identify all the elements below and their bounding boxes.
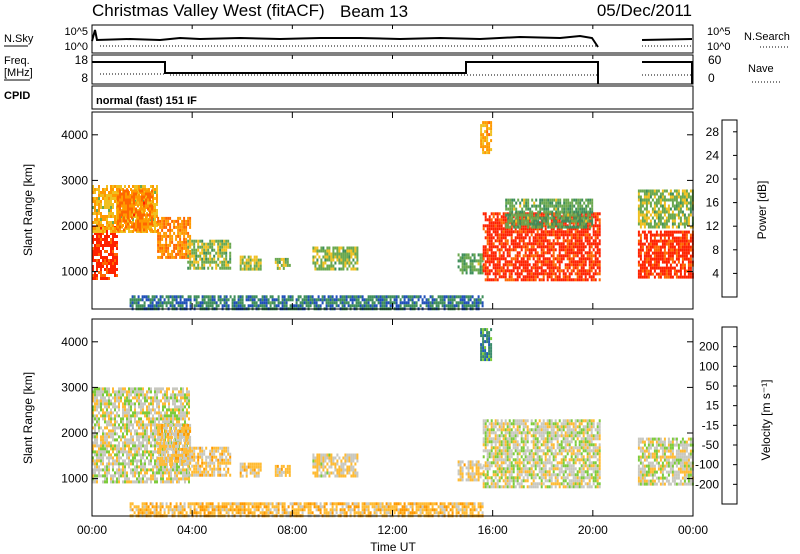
power-colorbar-frame	[721, 119, 738, 298]
power-colorbar-label: 12	[706, 219, 720, 233]
date-label: 05/Dec/2011	[597, 1, 692, 20]
velocity-colorbar-label: 50	[706, 379, 720, 393]
velocity-ytick-label: 4000	[61, 335, 88, 349]
velocity-xtick-label: 00:00	[77, 523, 107, 537]
power-echo-region	[637, 189, 694, 229]
power-ylabel: Slant Range [km]	[21, 164, 35, 256]
velocity-echo-region	[274, 464, 291, 477]
frequency-panel: Freq. [MHz] 18 8 60 0 Nave	[4, 53, 782, 85]
velocity-echo-region	[482, 419, 601, 489]
velocity-ytick-label: 2000	[61, 426, 88, 440]
nave-tick-bottom: 0	[708, 71, 715, 85]
power-panel: 1000 2000 3000 4000 Slant Range [km] 4 8 12 16…	[21, 25, 769, 311]
noise-right-tick-top: 10^5	[707, 26, 731, 38]
power-echo-region	[129, 295, 484, 311]
velocity-colorbar-label: -100	[695, 458, 719, 472]
power-echo-region	[637, 230, 694, 279]
velocity-echo-region	[637, 437, 694, 486]
power-echo-region	[457, 253, 484, 275]
power-colorbar-label: 16	[706, 196, 720, 210]
power-colorbar-label: 20	[706, 172, 720, 186]
velocity-ylabel: Slant Range [km]	[21, 372, 35, 464]
velocity-colorbar-label: 100	[699, 359, 719, 373]
cpid-label: CPID	[4, 90, 30, 102]
velocity-echo-region	[457, 460, 484, 482]
power-ytick-label: 2000	[61, 219, 88, 233]
nave-trace	[100, 73, 692, 76]
velocity-echo-region	[129, 502, 484, 518]
velocity-colorbar-label: 200	[699, 340, 719, 354]
velocity-echo-region	[239, 462, 262, 478]
velocity-y-axis: 1000 2000 3000 4000	[61, 335, 693, 486]
noise-panel: N.Sky 10^5 10^0 10^5 10^0 N.Search	[4, 24, 790, 54]
velocity-echo-region	[187, 446, 232, 477]
velocity-colorbar-label: 15	[706, 399, 720, 413]
frequency-trace	[92, 61, 693, 84]
power-echo-region	[239, 255, 262, 271]
velocity-colorbar-label: Velocity [m s⁻¹]	[759, 379, 773, 460]
velocity-xtick-label: 00:00	[678, 523, 708, 537]
freq-tick-bottom: 8	[81, 71, 88, 85]
velocity-xtick-label: 16:00	[478, 523, 508, 537]
cpid-text: normal (fast) 151 IF	[96, 95, 197, 107]
power-echo-data	[92, 121, 694, 311]
beam-label: Beam 13	[340, 2, 408, 21]
power-echo-region	[117, 189, 153, 232]
velocity-xtick-label: 20:00	[578, 523, 608, 537]
x-axis-title: Time UT	[370, 540, 416, 554]
velocity-ytick-label: 1000	[61, 472, 88, 486]
velocity-panel: 1000 2000 3000 4000 00:00 04:00 08:00 12:00 16:…	[21, 318, 773, 554]
power-colorbar-label: 8	[712, 243, 719, 257]
velocity-xtick-label: 12:00	[377, 523, 407, 537]
velocity-x-axis: 00:00 04:00 08:00 12:00 16:00 20:00 00:00	[77, 319, 708, 537]
power-colorbar-label: 4	[712, 266, 719, 280]
velocity-colorbar-label: -200	[695, 477, 719, 491]
noise-sky-label: N.Sky	[4, 33, 34, 45]
power-echo-region	[157, 216, 192, 259]
noise-sky-trace	[91, 29, 693, 48]
power-echo-region	[505, 198, 594, 229]
power-echo-region	[274, 257, 291, 270]
power-x-axis	[91, 25, 694, 309]
freq-unit-label: [MHz]	[4, 67, 33, 79]
velocity-echo-region	[480, 328, 493, 362]
power-colorbar-label: 28	[706, 125, 720, 139]
freq-label: Freq.	[4, 55, 30, 67]
noise-search-label: N.Search	[744, 31, 790, 43]
velocity-echo-data	[92, 328, 694, 518]
velocity-xtick-label: 08:00	[277, 523, 307, 537]
power-colorbar-label: Power [dB]	[755, 181, 769, 240]
freq-tick-top: 18	[75, 53, 89, 67]
velocity-colorbar-frame	[721, 326, 738, 505]
power-colorbar-label: 24	[706, 148, 720, 162]
power-ytick-label: 1000	[61, 265, 88, 279]
power-ytick-label: 4000	[61, 128, 88, 142]
power-y-axis: 1000 2000 3000 4000	[61, 128, 693, 279]
velocity-colorbar: 200 100 50 15 -15 -50 -100 -200	[695, 326, 738, 505]
power-echo-region	[312, 246, 359, 271]
power-colorbar: 4 8 12 16 20 24 28	[706, 119, 738, 298]
noise-left-tick-bottom: 10^0	[64, 41, 88, 53]
cpid-panel: CPID normal (fast) 151 IF	[4, 85, 694, 110]
nave-label: Nave	[748, 63, 774, 75]
velocity-echo-region	[312, 453, 359, 478]
nave-tick-top: 60	[708, 53, 722, 67]
velocity-colorbar-label: -15	[702, 418, 720, 432]
station-title: Christmas Valley West (fitACF)	[92, 1, 325, 20]
noise-left-tick-top: 10^5	[64, 26, 88, 38]
velocity-colorbar-label: -50	[702, 438, 720, 452]
power-ytick-label: 3000	[61, 173, 88, 187]
velocity-ytick-label: 3000	[61, 380, 88, 394]
power-echo-region	[187, 239, 232, 270]
power-echo-region	[480, 121, 493, 155]
noise-right-tick-bottom: 10^0	[707, 41, 731, 53]
velocity-xtick-label: 04:00	[177, 523, 207, 537]
